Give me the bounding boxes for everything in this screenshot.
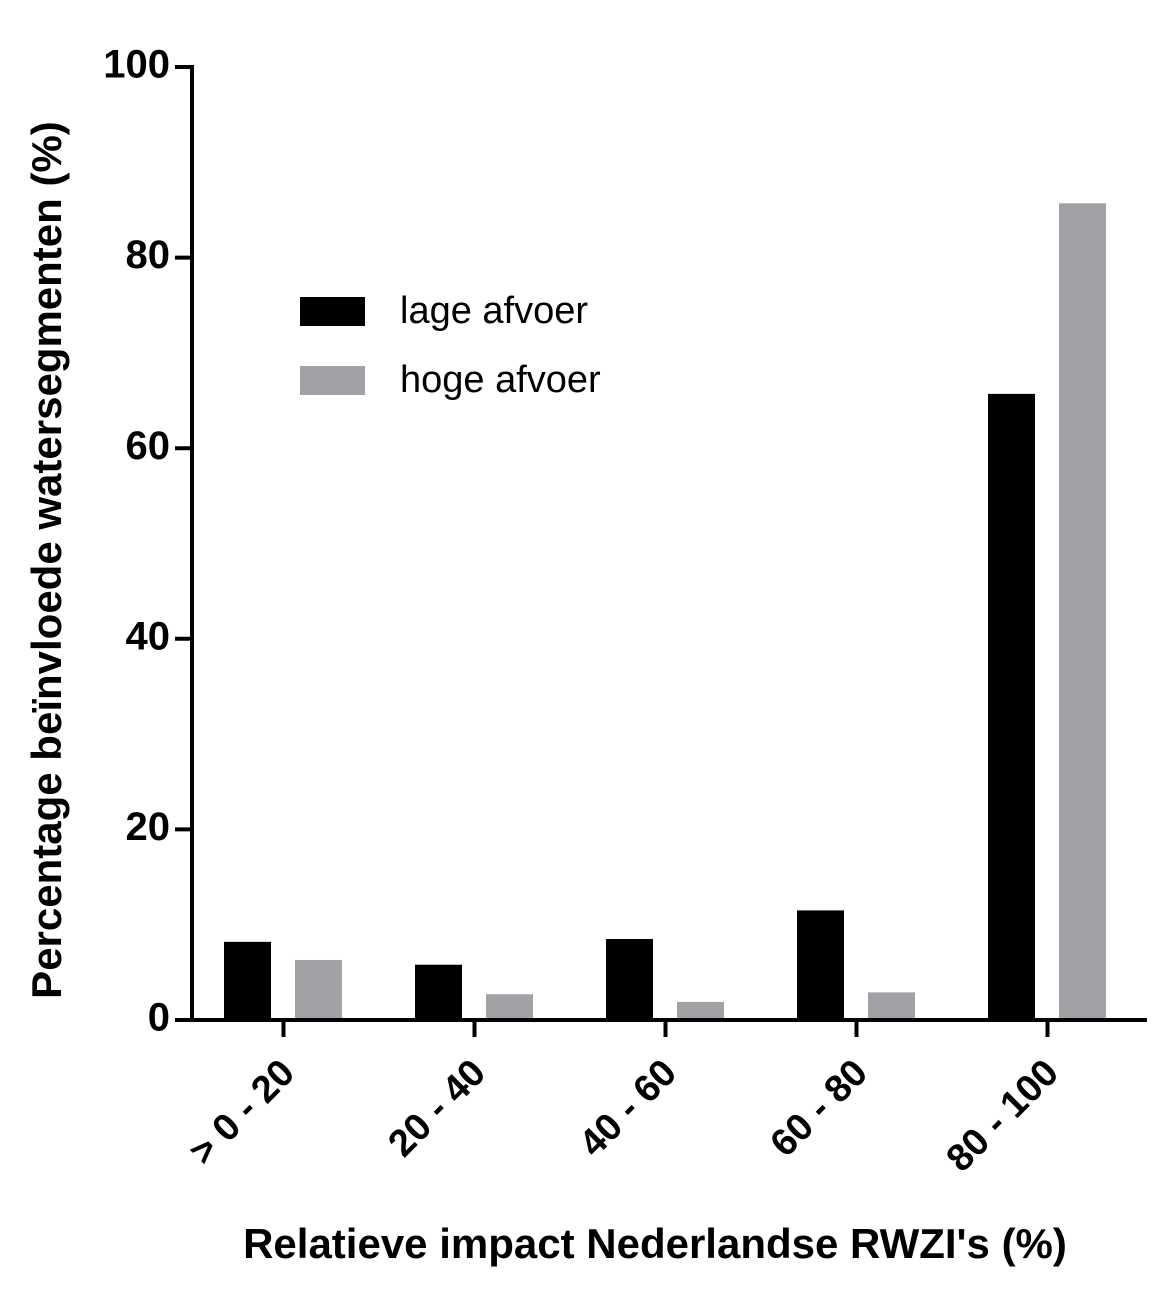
x-tick-label: > 0 - 20 [181, 1052, 303, 1174]
x-tick-label: 20 - 40 [381, 1052, 494, 1165]
bar [868, 992, 915, 1020]
bar [988, 393, 1035, 1020]
x-tick-label: 40 - 60 [572, 1052, 685, 1165]
bar [415, 964, 462, 1020]
legend-swatch [300, 297, 365, 326]
bar [295, 959, 342, 1020]
legend-label: hoge afvoer [400, 359, 601, 401]
bar [486, 994, 533, 1020]
y-tick-label: 20 [126, 805, 171, 849]
bar [224, 941, 271, 1020]
y-axis-title: Percentage beïnvloede watersegmenten (%) [23, 121, 70, 999]
y-tick-label: 0 [148, 996, 170, 1040]
x-tick-label: 80 - 100 [939, 1052, 1067, 1180]
x-axis-title: Relatieve impact Nederlandse RWZI's (%) [243, 1220, 1067, 1267]
bar [1059, 203, 1106, 1021]
y-tick-label: 40 [126, 614, 171, 658]
bar [677, 1001, 724, 1020]
y-tick-label: 100 [103, 43, 170, 87]
bar [797, 910, 844, 1020]
y-tick-label: 60 [126, 424, 171, 468]
legend-label: lage afvoer [400, 290, 588, 332]
x-tick-label: 60 - 80 [763, 1052, 876, 1165]
y-tick-label: 80 [126, 233, 171, 277]
legend-swatch [300, 366, 365, 395]
bar [606, 938, 653, 1020]
